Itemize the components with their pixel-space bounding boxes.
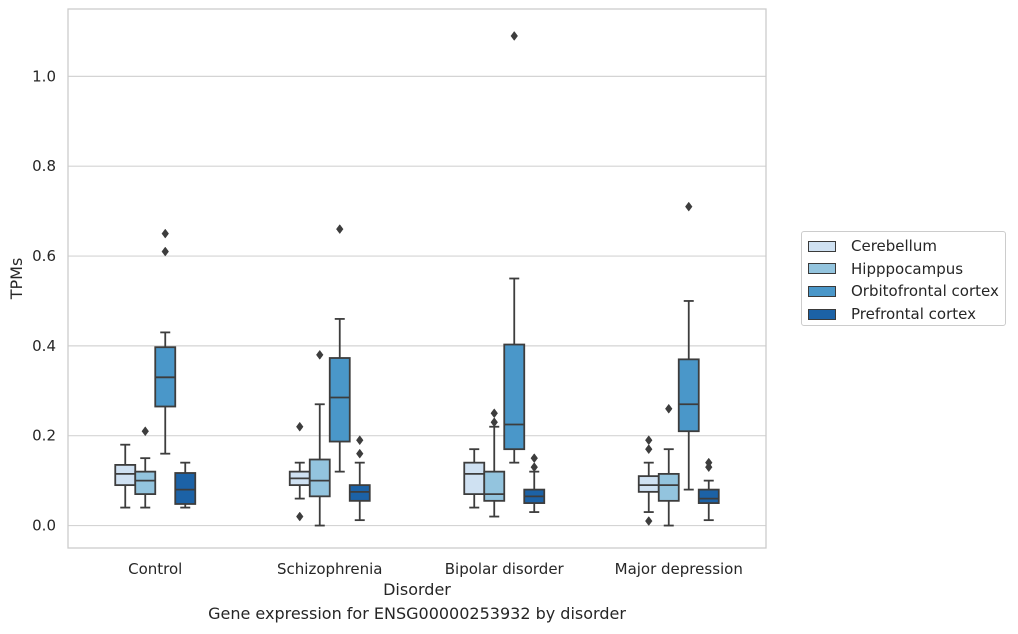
legend-label: Orbitofrontal cortex: [851, 282, 999, 301]
y-tick-label: 1.0: [32, 67, 56, 85]
box-3-4: [677, 201, 700, 491]
chart-caption: Gene expression for ENSG00000253932 by d…: [208, 604, 626, 623]
legend: Cerebellum Hipppocampus Orbitofrontal cort…: [801, 231, 1006, 326]
y-tick-labels: 0.0 0.2 0.4 0.6 0.8 1.0: [32, 67, 56, 534]
box-body: [308, 458, 331, 498]
y-tick-label: 0.0: [32, 517, 56, 535]
outlier-point: [490, 417, 498, 428]
outlier-point: [705, 462, 713, 473]
x-tick-label: Schizophrenia: [277, 560, 382, 578]
outlier-point: [296, 421, 304, 432]
box-body: [637, 475, 660, 493]
outlier-point: [296, 511, 304, 522]
outlier-point: [336, 224, 344, 235]
box-1-2: [288, 421, 311, 522]
box-body: [677, 358, 700, 433]
box-body: [114, 464, 137, 487]
y-tick-label: 0.4: [32, 337, 56, 355]
outlier-point: [316, 349, 324, 360]
y-tick-label: 0.8: [32, 157, 56, 175]
legend-swatch: [808, 308, 836, 320]
legend-label: Cerebellum: [851, 237, 937, 256]
outlier-point: [356, 435, 364, 446]
legend-label: Prefrontal cortex: [851, 305, 976, 324]
outlier-point: [645, 444, 653, 455]
outlier-point: [490, 408, 498, 419]
outlier-point: [685, 201, 693, 212]
box-body: [657, 472, 680, 502]
box-body: [174, 472, 197, 505]
legend-item: Cerebellum: [808, 235, 1005, 258]
legend-item: Orbitofrontal cortex: [808, 280, 1005, 303]
box-3-2: [328, 224, 351, 473]
legend-swatch: [808, 263, 836, 275]
box-4-4: [697, 457, 720, 522]
box-2-3: [483, 408, 506, 518]
box-4-2: [348, 435, 371, 522]
outlier-point: [665, 403, 673, 414]
boxes: [114, 31, 720, 527]
box-2-2: [308, 349, 331, 527]
y-tick-label: 0.2: [32, 427, 56, 445]
box-body: [348, 484, 371, 502]
plot-area-frame: [67, 8, 767, 549]
box-1-3: [463, 448, 486, 509]
box-2-4: [657, 403, 680, 527]
x-axis-label: Disorder: [383, 580, 451, 599]
box-4-3: [523, 453, 546, 513]
outlier-point: [645, 435, 653, 446]
outlier-point: [645, 516, 653, 526]
x-tick-labels: Control Schizophrenia Bipolar disorder Majo…: [128, 560, 743, 578]
outlier-point: [530, 453, 538, 464]
box-body: [463, 461, 486, 495]
outlier-point: [141, 426, 149, 437]
legend-swatch: [808, 285, 836, 297]
outlier-point: [161, 246, 169, 257]
box-3-3: [503, 31, 526, 464]
box-body: [697, 488, 720, 504]
x-tick-label: Major depression: [615, 560, 743, 578]
outlier-point: [510, 31, 518, 41]
box-1-4: [637, 435, 660, 526]
box-body: [328, 357, 351, 443]
box-body: [483, 470, 506, 502]
outlier-point: [530, 462, 538, 473]
x-tick-label: Bipolar disorder: [445, 560, 565, 578]
box-2-1: [134, 426, 157, 509]
legend-swatch: [808, 240, 836, 252]
box-body: [134, 470, 157, 495]
y-tick-label: 0.6: [32, 247, 56, 265]
grid-lines: [68, 75, 766, 527]
box-body: [503, 343, 526, 451]
legend-item: Hipppocampus: [808, 258, 1005, 281]
outlier-point: [356, 448, 364, 459]
legend-item: Prefrontal cortex: [808, 303, 1005, 326]
x-tick-label: Control: [128, 560, 182, 578]
box-1-1: [114, 443, 137, 509]
box-3-1: [154, 228, 177, 455]
outlier-point: [161, 228, 169, 239]
y-axis-label: TPMs: [7, 258, 26, 301]
box-4-1: [174, 461, 197, 509]
legend-label: Hipppocampus: [851, 259, 964, 278]
